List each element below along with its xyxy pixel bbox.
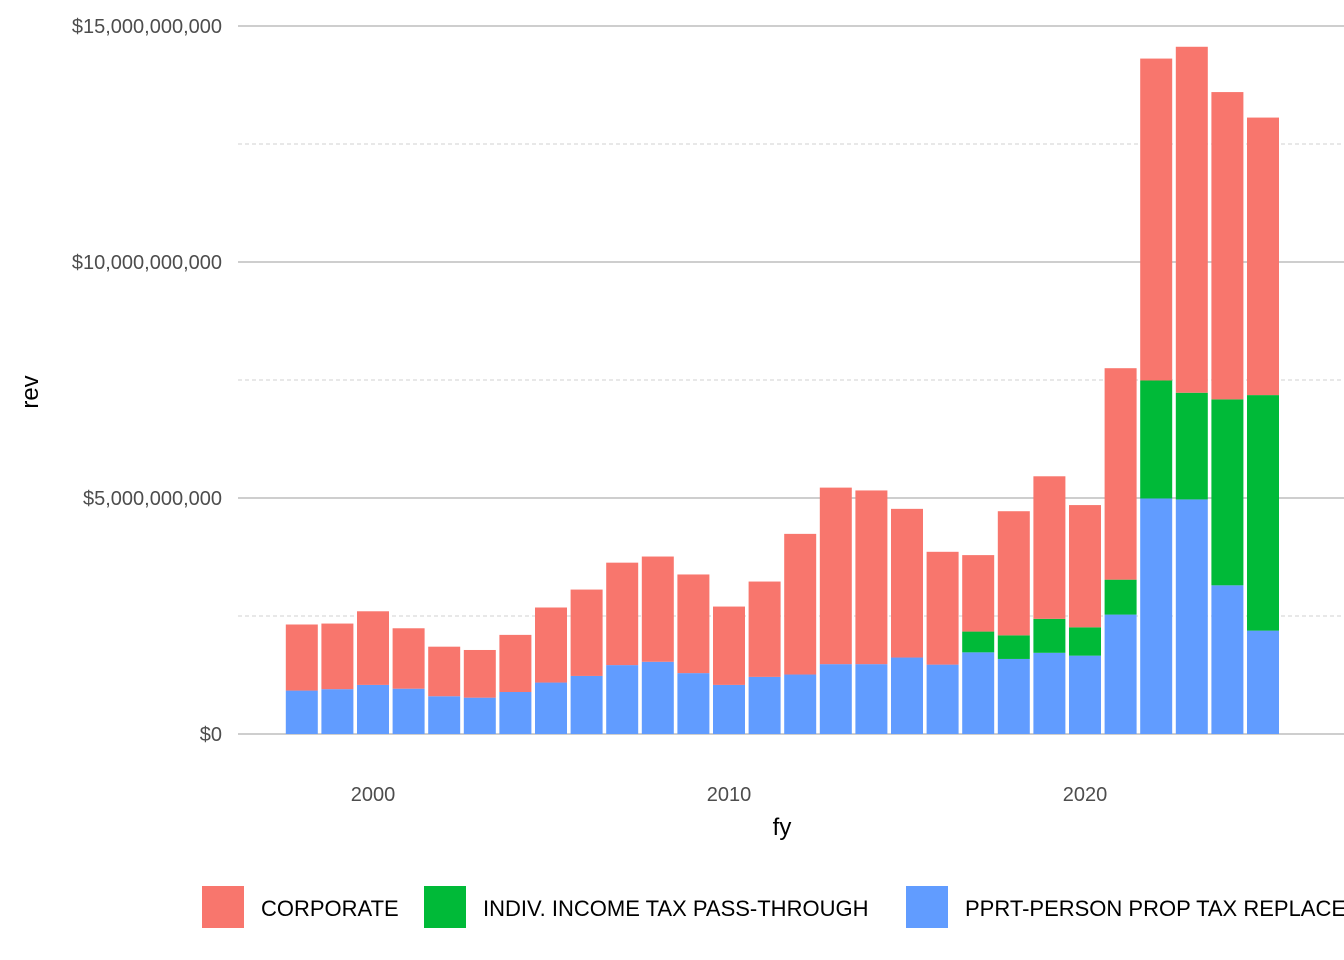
bar-segment-corporate-2023: [1175, 46, 1208, 393]
bars: [285, 46, 1279, 734]
bar-segment-pprtperson-2009: [677, 673, 710, 734]
bar-segment-pprtperson-2010: [713, 684, 745, 734]
bar-segment-pprtperson-2020: [1069, 655, 1101, 734]
bar-segment-indiv-2018: [997, 635, 1030, 659]
bar-segment-corporate-2003: [463, 649, 496, 698]
bar-segment-pprtperson-2018: [997, 658, 1030, 734]
bar-segment-pprtperson-2014: [855, 664, 888, 734]
bar-segment-corporate-2007: [606, 562, 639, 666]
bar-segment-corporate-2022: [1140, 58, 1173, 381]
y-tick-label: $5,000,000,000: [83, 488, 222, 510]
bar-segment-pprtperson-2021: [1104, 614, 1137, 734]
bar-segment-indiv-2021: [1104, 579, 1137, 615]
legend-swatch: [202, 886, 244, 928]
bar-segment-corporate-2025: [1247, 117, 1279, 396]
bar-segment-corporate-2010: [713, 606, 745, 685]
bar-segment-corporate-2002: [428, 646, 461, 697]
bar-segment-corporate-2019: [1033, 476, 1066, 619]
x-axis-title: fy: [773, 814, 792, 841]
bar-segment-pprtperson-2022: [1140, 498, 1173, 734]
bar-segment-pprtperson-2016: [926, 664, 959, 734]
bar-segment-corporate-2005: [535, 607, 567, 683]
legend: CORPORATE INDIV. INCOME TAX PASS-THROUGH P…: [202, 886, 1344, 928]
bar-segment-pprtperson-2012: [784, 674, 817, 734]
bar-segment-corporate-2000: [357, 611, 389, 685]
bar-segment-corporate-1999: [321, 623, 354, 690]
bar-segment-corporate-2012: [784, 533, 817, 675]
bar-segment-pprtperson-2002: [428, 696, 461, 734]
legend-swatch: [906, 886, 948, 928]
bar-segment-indiv-2024: [1211, 399, 1244, 586]
bar-segment-corporate-2004: [499, 634, 532, 692]
bar-segment-pprtperson-2025: [1247, 630, 1279, 734]
bar-segment-pprtperson-2007: [606, 665, 639, 734]
bar-segment-pprtperson-2001: [392, 688, 425, 734]
bar-segment-corporate-2021: [1104, 368, 1137, 580]
legend-label: PPRT-PERSON PROP TAX REPLACE: [965, 896, 1344, 921]
bar-segment-pprtperson-2024: [1211, 585, 1244, 734]
bar-segment-indiv-2023: [1175, 392, 1208, 500]
bar-segment-indiv-2019: [1033, 618, 1066, 653]
x-tick-label: 2010: [707, 784, 752, 806]
x-tick-label: 2000: [351, 784, 396, 806]
bar-segment-indiv-2020: [1069, 627, 1101, 656]
bar-segment-pprtperson-2008: [641, 661, 674, 734]
legend-swatch: [424, 886, 466, 928]
bar-segment-corporate-2018: [997, 511, 1030, 636]
bar-segment-corporate-1998: [285, 624, 318, 691]
bar-segment-pprtperson-1998: [285, 690, 318, 734]
bar-segment-pprtperson-2005: [535, 682, 567, 734]
bar-segment-pprtperson-2017: [962, 652, 995, 734]
bar-segment-pprtperson-2006: [570, 675, 603, 734]
bar-segment-pprtperson-2019: [1033, 652, 1066, 734]
legend-label: CORPORATE: [261, 896, 399, 921]
bar-segment-indiv-2025: [1247, 395, 1279, 631]
bar-segment-pprtperson-2004: [499, 691, 532, 734]
bar-segment-corporate-2011: [748, 581, 781, 677]
bar-segment-pprtperson-2011: [748, 676, 781, 734]
bar-segment-pprtperson-2000: [357, 684, 389, 734]
bar-segment-corporate-2017: [962, 555, 995, 632]
bar-segment-pprtperson-2013: [819, 664, 852, 734]
bar-segment-corporate-2008: [641, 556, 674, 662]
bar-segment-corporate-2014: [855, 490, 888, 665]
bar-segment-pprtperson-1999: [321, 689, 354, 734]
bar-segment-corporate-2013: [819, 487, 852, 665]
y-axis-title: rev: [17, 375, 44, 408]
x-tick-label: 2020: [1063, 784, 1108, 806]
bar-segment-corporate-2016: [926, 551, 959, 665]
bar-segment-pprtperson-2023: [1175, 499, 1208, 734]
bar-segment-corporate-2001: [392, 628, 425, 689]
bar-segment-corporate-2020: [1069, 505, 1101, 628]
legend-label: INDIV. INCOME TAX PASS-THROUGH: [483, 896, 868, 921]
bar-segment-corporate-2006: [570, 589, 603, 676]
y-axis-ticks: $0 $5,000,000,000 $10,000,000,000 $15,000,0…: [72, 16, 222, 746]
y-tick-label: $0: [200, 724, 222, 746]
bar-segment-pprtperson-2003: [463, 697, 496, 734]
bar-segment-corporate-2024: [1211, 92, 1244, 400]
bar-segment-corporate-2015: [891, 508, 923, 658]
bar-segment-pprtperson-2015: [891, 657, 923, 734]
bar-segment-indiv-2017: [962, 631, 995, 653]
bar-segment-indiv-2022: [1140, 380, 1173, 499]
y-tick-label: $15,000,000,000: [72, 16, 222, 38]
bar-segment-corporate-2009: [677, 574, 710, 674]
y-tick-label: $10,000,000,000: [72, 252, 222, 274]
x-axis-ticks: 2000 2010 2020: [351, 784, 1108, 806]
